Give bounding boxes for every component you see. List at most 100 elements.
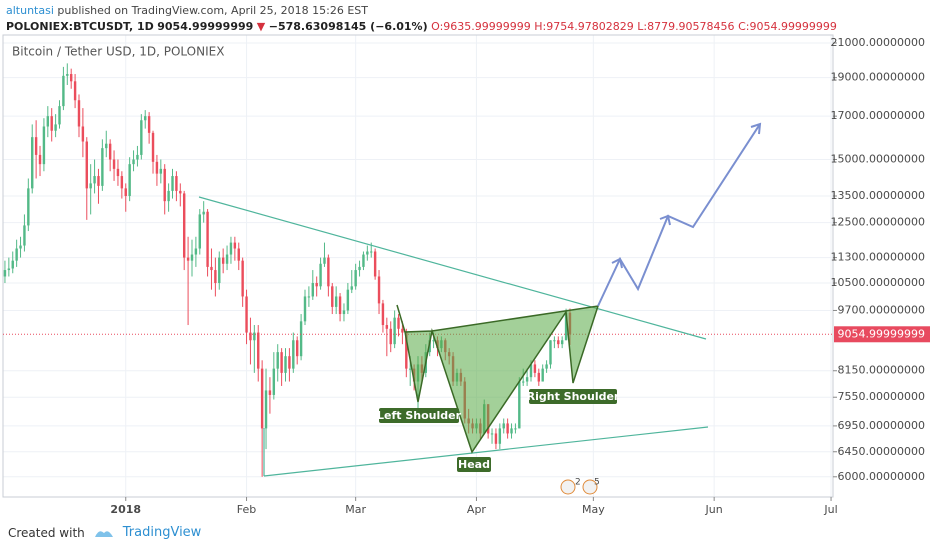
annotation-box bbox=[457, 457, 491, 472]
candle-body bbox=[334, 296, 338, 307]
candle-body bbox=[327, 257, 330, 287]
candle-body bbox=[525, 377, 529, 382]
x-tick-label: Mar bbox=[345, 503, 366, 516]
y-tick-label: 6000.00000000 bbox=[838, 470, 925, 483]
candle-body bbox=[276, 352, 279, 369]
candle-body bbox=[397, 317, 400, 329]
candle-body bbox=[214, 270, 217, 284]
axes: 21000.00000000 19000.00000000 17000.000000… bbox=[110, 35, 930, 516]
footer-text: Created with bbox=[8, 525, 85, 540]
footer: Created with TradingView bbox=[8, 525, 201, 540]
candle-body bbox=[171, 176, 174, 191]
candle-body bbox=[241, 260, 244, 297]
candle-body bbox=[54, 124, 57, 131]
candle-body bbox=[342, 310, 346, 315]
candle-body bbox=[354, 270, 357, 287]
candle-body bbox=[245, 296, 248, 333]
candle-body bbox=[62, 75, 65, 107]
y-tick-label: 15000.00000000 bbox=[831, 153, 925, 166]
y-tick-label: 13500.00000000 bbox=[831, 189, 925, 202]
candle-body bbox=[163, 168, 166, 202]
candle-body bbox=[350, 286, 353, 290]
candle-body bbox=[93, 176, 96, 184]
candle-body bbox=[249, 332, 252, 341]
author[interactable]: altuntasi bbox=[6, 4, 54, 17]
header-line: altuntasi published on TradingView.com, … bbox=[6, 3, 837, 19]
y-tick-label: 12500.00000000 bbox=[831, 216, 925, 229]
candle-body bbox=[101, 148, 104, 186]
candle-body bbox=[264, 390, 268, 429]
candle-body bbox=[557, 340, 560, 345]
candle-body bbox=[311, 283, 314, 297]
header-line: POLONIEX:BTCUSDT, 1D 9054.99999999 ▼ −57… bbox=[6, 19, 837, 35]
candle-body bbox=[338, 296, 342, 315]
x-tick-label: 2018 bbox=[110, 503, 141, 516]
candle-body bbox=[295, 340, 299, 357]
candle-body bbox=[27, 188, 30, 226]
y-tick-label: 19000.00000000 bbox=[831, 71, 925, 84]
pattern-shape bbox=[404, 305, 600, 454]
plot-frame bbox=[2, 34, 834, 498]
grid bbox=[3, 35, 833, 497]
x-tick-label: Feb bbox=[237, 503, 256, 516]
candle-body bbox=[89, 183, 92, 189]
candle-body bbox=[331, 286, 334, 307]
candle-body bbox=[307, 296, 311, 298]
candle-body bbox=[518, 381, 521, 429]
annotation: Head bbox=[458, 458, 490, 471]
candle-body bbox=[186, 257, 190, 261]
candle-body bbox=[132, 159, 135, 165]
candle-body bbox=[206, 211, 209, 267]
x-tick-label: Apr bbox=[467, 503, 487, 516]
candle-body bbox=[77, 100, 81, 127]
candle-body bbox=[15, 248, 18, 261]
candle-body bbox=[23, 225, 26, 246]
candle-body bbox=[105, 143, 108, 149]
candle-body bbox=[319, 263, 322, 287]
candle-body bbox=[182, 193, 186, 258]
candle-body bbox=[299, 321, 303, 357]
symbol: POLONIEX:BTCUSDT, 1D bbox=[6, 20, 154, 33]
candle-body bbox=[389, 328, 392, 345]
candle-body bbox=[253, 332, 256, 341]
y-tick-label: 8150.00000000 bbox=[838, 364, 925, 377]
candle-body bbox=[50, 116, 53, 131]
ohlc-close: C:9054.99999999 bbox=[738, 20, 837, 33]
footer-brand[interactable]: TradingView bbox=[122, 525, 202, 540]
logo bbox=[94, 530, 113, 537]
candle-body bbox=[38, 154, 42, 165]
trend-line bbox=[198, 196, 707, 340]
ohlc-open: O:9635.99999999 bbox=[431, 20, 531, 33]
candle-body bbox=[116, 168, 120, 177]
annotation-box bbox=[529, 389, 617, 404]
candle-body bbox=[159, 168, 163, 174]
candle-body bbox=[385, 325, 389, 329]
candle-body bbox=[553, 340, 556, 342]
event-icon[interactable] bbox=[560, 479, 576, 495]
y-tick-label: 6450.00000000 bbox=[838, 445, 925, 458]
candle-body bbox=[42, 126, 46, 165]
candle-body bbox=[498, 428, 502, 444]
trend-line bbox=[263, 426, 709, 477]
ohlc-high: H:9754.97802829 bbox=[534, 20, 634, 33]
candle-body bbox=[529, 364, 533, 378]
candle-body bbox=[233, 242, 237, 249]
candle-body bbox=[362, 254, 365, 267]
candle-body bbox=[549, 340, 552, 365]
arrow-head bbox=[611, 257, 623, 269]
candle-body bbox=[545, 364, 548, 369]
chart-title: Bitcoin / Tether USD, 1D, POLONIEX bbox=[12, 45, 224, 59]
candle-body bbox=[167, 190, 170, 202]
annotation: Left Shoulder bbox=[377, 409, 462, 422]
chart: Bitcoin / Tether USD, 1D, POLONIEX Left … bbox=[2, 34, 930, 516]
candle-body bbox=[151, 132, 155, 162]
candle-body bbox=[377, 276, 381, 304]
candle-body bbox=[120, 176, 124, 189]
y-tick-label: 6950.00000000 bbox=[838, 419, 925, 432]
last: 9054.99999999 bbox=[157, 20, 254, 33]
ohlc-low: L:8779.90578456 bbox=[637, 20, 735, 33]
candle-body bbox=[408, 368, 412, 370]
event-icon[interactable] bbox=[582, 479, 598, 495]
candle-body bbox=[58, 106, 61, 125]
